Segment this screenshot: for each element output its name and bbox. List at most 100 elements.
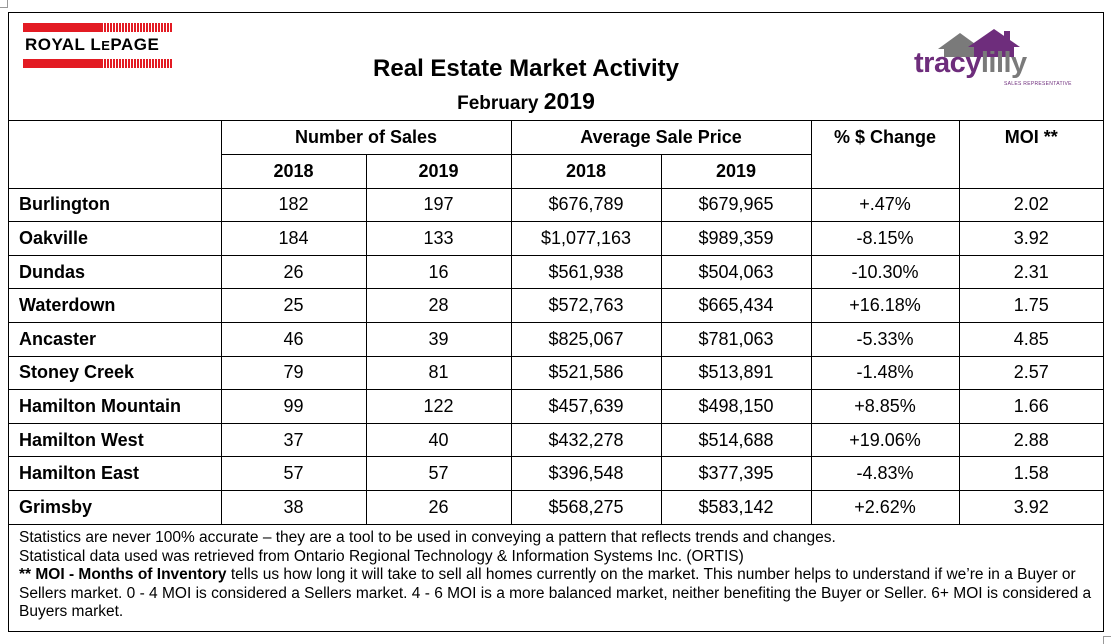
cell-sales-2019: 26 (365, 490, 512, 525)
royal-lepage-logo: ROYAL LEPAGE (23, 23, 173, 68)
cell-price-2019: $665,434 (660, 288, 812, 324)
house-icon (938, 29, 1020, 57)
cell-city: Dundas (9, 254, 222, 290)
cell-change: +19.06% (810, 422, 960, 458)
page-subtitle: February 2019 (457, 88, 595, 114)
year-header-sales-2019: 2019 (365, 154, 512, 189)
table-row: Ancaster 46 39 $825,067 $781,063 -5.33% 4.85 (9, 322, 1104, 357)
cell-sales-2019: 16 (365, 254, 512, 290)
footer-note-accuracy: Statistics are never 100% accurate – the… (19, 529, 836, 546)
empty-header-cell (9, 154, 222, 189)
cell-moi: 2.88 (958, 422, 1104, 458)
cell-price-2018: $676,789 (510, 188, 662, 223)
cell-moi: 1.58 (958, 456, 1104, 492)
cell-sales-2018: 184 (220, 221, 367, 256)
cell-sales-2018: 38 (220, 490, 367, 525)
cell-city: Hamilton East (9, 456, 222, 492)
cell-city: Waterdown (9, 288, 222, 324)
cell-price-2019: $504,063 (660, 254, 812, 290)
cell-moi: 1.75 (958, 288, 1104, 324)
cell-change: -8.15% (810, 221, 960, 256)
cell-price-2019: $377,395 (660, 456, 812, 492)
group-header-average-sale-price: Average Sale Price (510, 121, 812, 156)
cell-sales-2019: 81 (365, 355, 512, 391)
cell-moi: 2.57 (958, 355, 1104, 391)
cell-change: -5.33% (810, 322, 960, 357)
cell-city: Stoney Creek (9, 355, 222, 391)
cell-moi: 1.66 (958, 389, 1104, 424)
table-row: Hamilton Mountain 99 122 $457,639 $498,150 +8… (9, 389, 1104, 424)
cell-sales-2019: 133 (365, 221, 512, 256)
cell-price-2018: $432,278 (510, 422, 662, 458)
cell-price-2018: $572,763 (510, 288, 662, 324)
cell-change: +8.85% (810, 389, 960, 424)
cell-change: +.47% (810, 188, 960, 223)
table-row: Grimsby 38 26 $568,275 $583,142 +2.62% 3.92 (9, 490, 1104, 525)
cell-city: Hamilton West (9, 422, 222, 458)
cell-change: +16.18% (810, 288, 960, 324)
footer-note-moi: ** MOI - Months of Inventory tells us ho… (19, 566, 1092, 621)
group-header-percent-change: % $ Change (810, 121, 960, 155)
group-header-number-of-sales: Number of Sales (220, 121, 512, 156)
cell-price-2018: $1,077,163 (510, 221, 662, 256)
cell-price-2018: $825,067 (510, 322, 662, 357)
cell-sales-2019: 28 (365, 288, 512, 324)
empty-header-cell (810, 154, 960, 189)
table-row: Hamilton West 37 40 $432,278 $514,688 +19.06%… (9, 422, 1104, 458)
cell-sales-2018: 182 (220, 188, 367, 223)
footer-note-source: Statistical data used was retrieved from… (19, 547, 744, 565)
cell-moi: 4.85 (958, 322, 1104, 357)
cell-sales-2019: 122 (365, 389, 512, 424)
cell-sales-2018: 79 (220, 355, 367, 391)
year-header-price-2018: 2018 (510, 154, 662, 189)
year-header-sales-2018: 2018 (220, 154, 367, 189)
cell-price-2018: $457,639 (510, 389, 662, 424)
table-row: Hamilton East 57 57 $396,548 $377,395 -4.83% 1… (9, 456, 1104, 492)
cell-price-2019: $989,359 (660, 221, 812, 256)
cell-city: Burlington (9, 188, 222, 223)
cell-sales-2018: 37 (220, 422, 367, 458)
table-row: Burlington 182 197 $676,789 $679,965 +.47% 2.0… (9, 188, 1104, 223)
cell-sales-2019: 197 (365, 188, 512, 223)
cell-sales-2019: 57 (365, 456, 512, 492)
cell-sales-2019: 39 (365, 322, 512, 357)
cell-moi: 2.31 (958, 254, 1104, 290)
cell-city: Ancaster (9, 322, 222, 357)
cell-price-2019: $513,891 (660, 355, 812, 391)
page-corner-mark (1103, 636, 1111, 644)
cell-change: -1.48% (810, 355, 960, 391)
tracylilly-logo: tracylilly SALES REPRESENTATIVE (914, 27, 1074, 87)
cell-sales-2018: 46 (220, 322, 367, 357)
cell-price-2019: $498,150 (660, 389, 812, 424)
cell-price-2019: $679,965 (660, 188, 812, 223)
cell-price-2018: $568,275 (510, 490, 662, 525)
document-header: ROYAL LEPAGE Real Estate Market Activity… (9, 13, 1103, 121)
table-group-header-row: Number of Sales Average Sale Price % $ C… (9, 121, 1104, 156)
cell-city: Hamilton Mountain (9, 389, 222, 424)
empty-header-cell (9, 121, 222, 155)
cell-city: Grimsby (9, 490, 222, 525)
page-title: Real Estate Market Activity (373, 55, 679, 82)
cell-sales-2018: 99 (220, 389, 367, 424)
cell-price-2019: $781,063 (660, 322, 812, 357)
cell-sales-2018: 25 (220, 288, 367, 324)
group-header-moi: MOI ** (958, 121, 1104, 155)
year-header-price-2019: 2019 (660, 154, 812, 189)
table-row: Stoney Creek 79 81 $521,586 $513,891 -1.48% 2.… (9, 355, 1104, 391)
table-row: Oakville 184 133 $1,077,163 $989,359 -8.15% 3.… (9, 221, 1104, 256)
cell-change: -4.83% (810, 456, 960, 492)
document-frame: ROYAL LEPAGE Real Estate Market Activity… (8, 12, 1104, 632)
table-row: Dundas 26 16 $561,938 $504,063 -10.30% 2.31 (9, 254, 1104, 290)
table-row: Waterdown 25 28 $572,763 $665,434 +16.18% 1.75 (9, 288, 1104, 324)
cell-moi: 3.92 (958, 490, 1104, 525)
cell-sales-2019: 40 (365, 422, 512, 458)
cell-price-2019: $583,142 (660, 490, 812, 525)
page-corner-mark (0, 0, 8, 8)
table-year-header-row: 2018 2019 2018 2019 (9, 154, 1104, 189)
cell-change: +2.62% (810, 490, 960, 525)
cell-city: Oakville (9, 221, 222, 256)
cell-price-2019: $514,688 (660, 422, 812, 458)
cell-price-2018: $521,586 (510, 355, 662, 391)
empty-header-cell (958, 154, 1104, 189)
cell-change: -10.30% (810, 254, 960, 290)
